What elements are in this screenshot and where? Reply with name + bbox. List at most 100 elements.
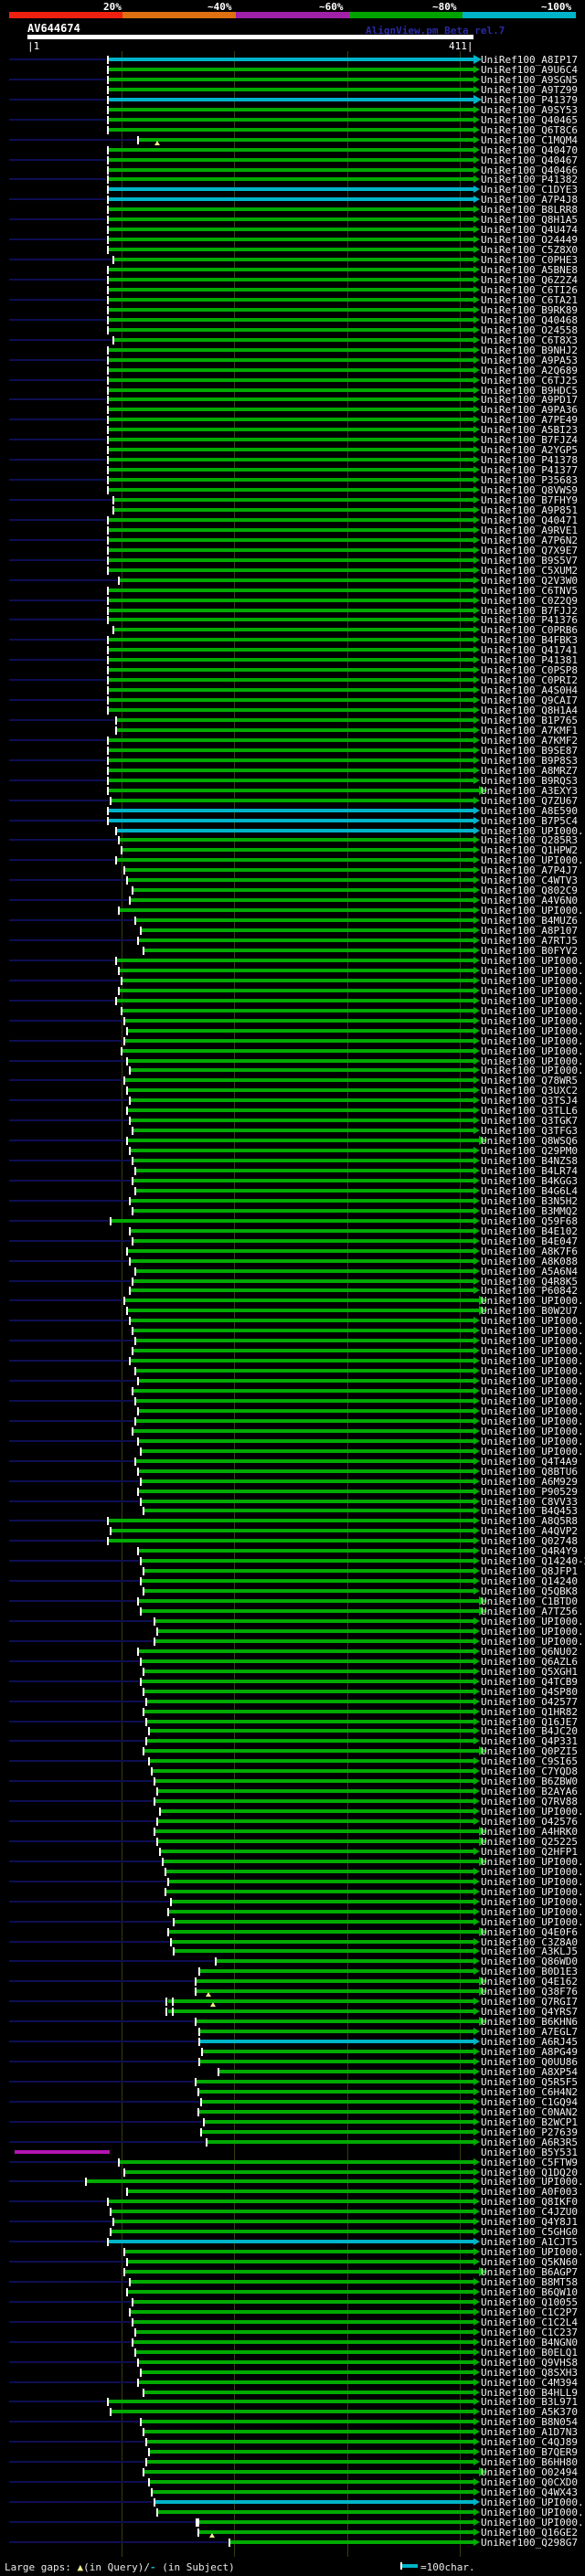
hit-row[interactable]: UniRef100_UPI000.. <box>0 1376 585 1386</box>
hsp-bar[interactable] <box>109 117 473 122</box>
hsp-bar[interactable] <box>139 938 473 943</box>
hit-row[interactable]: UniRef100_UPI000.. <box>0 1426 585 1436</box>
hit-label[interactable]: UniRef100_Q3TLL6 <box>481 1105 578 1118</box>
hit-row[interactable]: UniRef100_Q5QBK8 <box>0 1586 585 1596</box>
hit-label[interactable]: UniRef100_UPI000.. <box>481 1325 585 1338</box>
hit-row[interactable]: UniRef100_UPI000.. <box>0 826 585 836</box>
hit-row[interactable]: UniRef100_P41376 <box>0 615 585 625</box>
hit-label[interactable]: UniRef100_B6QW10 <box>481 2285 578 2298</box>
hsp-bar[interactable] <box>109 418 473 422</box>
hit-label[interactable]: UniRef100_C8VV33 <box>481 1495 578 1508</box>
hit-row[interactable]: UniRef100_B4NZS8 <box>0 1156 585 1166</box>
hsp-bar[interactable] <box>205 2119 473 2124</box>
hsp-bar[interactable] <box>109 67 473 71</box>
hit-row[interactable]: UniRef100_A9SY53 <box>0 105 585 115</box>
hsp-bar[interactable] <box>144 2430 473 2434</box>
hsp-bar[interactable] <box>155 1829 479 1834</box>
hit-row[interactable]: UniRef100_Q8IKF0 <box>0 2197 585 2207</box>
hit-row[interactable]: UniRef100_Q8H1A4 <box>0 705 585 716</box>
hit-row[interactable]: UniRef100_A7RTJ5 <box>0 936 585 946</box>
hsp-bar[interactable] <box>175 1919 473 1924</box>
hit-label[interactable]: UniRef100_UPI000.. <box>481 2506 585 2518</box>
hit-row[interactable]: UniRef100_Q29PM0 <box>0 1146 585 1156</box>
hsp-bar[interactable] <box>142 1479 473 1483</box>
hit-row[interactable]: UniRef100_B8LRR8 <box>0 205 585 215</box>
hsp-bar[interactable] <box>200 1969 473 1974</box>
hit-row[interactable]: UniRef100_P41378 <box>0 455 585 465</box>
hit-label[interactable]: UniRef100_A7PE49 <box>481 414 578 427</box>
hit-row[interactable]: UniRef100_A5BI23 <box>0 425 585 435</box>
hsp-bar[interactable] <box>109 217 473 222</box>
hsp-bar[interactable] <box>128 1139 479 1143</box>
hsp-bar[interactable] <box>144 1569 473 1574</box>
hit-row[interactable]: UniRef100_C7YQD8 <box>0 1766 585 1776</box>
hit-label[interactable]: UniRef100_Q40467 <box>481 154 578 166</box>
hsp-bar[interactable] <box>142 1679 473 1683</box>
hit-label[interactable]: UniRef100_UPI000.. <box>481 994 585 1007</box>
hit-row[interactable]: UniRef100_UPI000.. <box>0 1356 585 1366</box>
hit-label[interactable]: UniRef100_Q9CAI7 <box>481 694 578 707</box>
hit-row[interactable]: UniRef100_A1CJT5 <box>0 2237 585 2247</box>
hit-label[interactable]: UniRef100_UPI000.. <box>481 974 585 987</box>
hsp-bar[interactable] <box>197 2079 473 2083</box>
hit-label[interactable]: UniRef100_UPI000.. <box>481 1405 585 1417</box>
hsp-bar[interactable] <box>109 367 473 372</box>
hit-row[interactable]: UniRef100_Q4Y8J1 <box>0 2217 585 2227</box>
hsp-bar[interactable] <box>136 1458 473 1463</box>
hsp-bar[interactable] <box>114 337 473 342</box>
hsp-bar[interactable] <box>109 58 473 61</box>
hsp-bar[interactable] <box>144 948 473 952</box>
hit-row[interactable]: UniRef100_C8VV33 <box>0 1497 585 1507</box>
hsp-bar[interactable] <box>109 197 473 202</box>
hsp-bar[interactable] <box>147 2460 473 2465</box>
hit-row[interactable]: UniRef100_B0D1E3 <box>0 1966 585 1977</box>
hit-label[interactable]: UniRef100_UPI000.. <box>481 1365 585 1378</box>
hit-row[interactable]: UniRef100_Q4WX43 <box>0 2487 585 2497</box>
hit-label[interactable]: UniRef100_A7KMF1 <box>481 724 578 737</box>
hit-row[interactable]: UniRef100_P90529 <box>0 1487 585 1497</box>
hsp-bar[interactable] <box>112 798 473 802</box>
hsp-bar[interactable] <box>109 347 473 352</box>
hit-row[interactable]: UniRef100_UPI000.. <box>0 2507 585 2518</box>
hit-row[interactable]: UniRef100_B0W2U7 <box>0 1306 585 1316</box>
hsp-bar[interactable] <box>169 1879 473 1883</box>
hit-label[interactable]: UniRef100_B4FBK3 <box>481 634 578 647</box>
hit-label[interactable]: UniRef100_Q4TCB9 <box>481 1675 578 1688</box>
hit-row[interactable]: UniRef100_C6TI26 <box>0 285 585 295</box>
hit-label[interactable]: UniRef100_UPI000.. <box>481 954 585 967</box>
hit-label[interactable]: UniRef100_B4E047 <box>481 1235 578 1247</box>
hit-row[interactable]: UniRef100_A6M929 <box>0 1477 585 1487</box>
hit-row[interactable]: UniRef100_Q25225 <box>0 1836 585 1847</box>
hit-row[interactable]: UniRef100_Q4E0F6 <box>0 1926 585 1937</box>
hit-row[interactable]: UniRef100_C0PRB6 <box>0 625 585 635</box>
hit-label[interactable]: UniRef100_A7P4J7 <box>481 864 578 877</box>
hit-row[interactable]: UniRef100_UPI000.. <box>0 1396 585 1406</box>
hsp-bar[interactable] <box>200 2030 473 2034</box>
hsp-bar[interactable] <box>133 1159 473 1163</box>
hsp-bar[interactable] <box>120 838 473 843</box>
hsp-bar[interactable] <box>120 908 473 913</box>
hsp-bar[interactable] <box>109 398 473 402</box>
hit-label[interactable]: UniRef100_B1P765 <box>481 715 578 727</box>
hsp-bar[interactable] <box>219 2069 473 2073</box>
hit-label[interactable]: UniRef100_A4HRK0 <box>481 1826 578 1839</box>
hit-label[interactable]: UniRef100_Q2HFP1 <box>481 1845 578 1858</box>
hsp-bar[interactable] <box>109 307 473 312</box>
hit-label[interactable]: UniRef100_UPI000.. <box>481 964 585 977</box>
hit-row[interactable]: UniRef100_Q4E162 <box>0 1977 585 1987</box>
hit-label[interactable]: UniRef100_Q14240-2 <box>481 1555 585 1568</box>
hit-label[interactable]: UniRef100_C3Z8A0 <box>481 1935 578 1948</box>
hit-label[interactable]: UniRef100_A6M929 <box>481 1475 578 1488</box>
hit-row[interactable]: UniRef100_P41379 <box>0 94 585 105</box>
hsp-bar[interactable] <box>117 958 473 962</box>
hit-row[interactable]: UniRef100_B8N054 <box>0 2417 585 2427</box>
hit-label[interactable]: UniRef100_A9SY53 <box>481 103 578 116</box>
hsp-bar[interactable] <box>153 1769 473 1774</box>
hsp-bar[interactable] <box>136 1169 473 1172</box>
hit-row[interactable]: UniRef100_UPI000.. <box>0 996 585 1006</box>
hsp-bar[interactable] <box>109 377 473 382</box>
hit-label[interactable]: UniRef100_Q7RGI7 <box>481 1996 578 2009</box>
hit-label[interactable]: UniRef100_C1MQM4 <box>481 133 578 146</box>
hit-label[interactable]: UniRef100_A2Q689 <box>481 364 578 376</box>
hit-label[interactable]: UniRef100_Q6T8C6 <box>481 123 578 136</box>
